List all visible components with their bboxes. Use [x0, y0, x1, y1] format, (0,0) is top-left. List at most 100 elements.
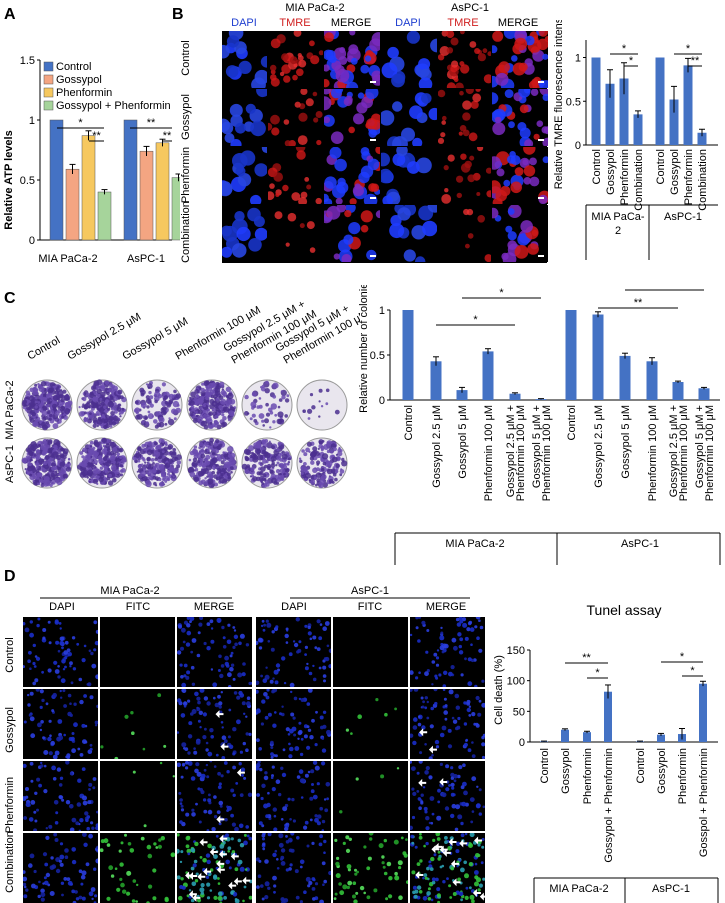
atp-sig-3-star: ** — [147, 117, 156, 129]
tunel-micrograph — [410, 761, 485, 831]
colonies-bar — [619, 355, 631, 400]
tmre-bar — [591, 57, 601, 145]
atp-ytick-label: 0.5 — [20, 175, 35, 187]
tmre-sig-2-star: * — [629, 55, 634, 67]
colonies-bar — [482, 351, 494, 400]
colony-dish — [76, 379, 128, 431]
tunel-sig-3-star: * — [680, 651, 685, 663]
colonies-group-aspc: AsPC-1 — [621, 538, 659, 550]
tmre-xtick-label: Control — [655, 149, 667, 184]
tmre-micrograph — [222, 31, 267, 88]
d-fitc-2: FITC — [357, 601, 383, 613]
colonies-bar — [646, 361, 658, 400]
tmre-micrograph — [492, 89, 548, 146]
tmre-micrograph — [268, 147, 323, 204]
tmre-micrograph — [438, 31, 491, 88]
colonies-bar — [456, 390, 468, 400]
tunel-xtick-label: Control — [539, 748, 551, 783]
tmre-micrograph — [324, 205, 380, 262]
colony-dish — [76, 437, 128, 489]
tmre-bar — [697, 132, 707, 145]
atp-legend-swatch — [43, 87, 54, 98]
tmre-micrograph — [222, 147, 267, 204]
b-cell-mia: MIA PaCa-2 — [285, 2, 345, 14]
colony-dish — [131, 437, 183, 489]
colonies-xtick-label: Gossypol 2.5 μM + — [668, 405, 680, 497]
colonies-xtick-label: Phenformin 100 μM — [678, 405, 690, 501]
tunel-micrograph — [177, 689, 252, 759]
tmre-micrograph — [438, 89, 491, 146]
panel-label-a: A — [4, 6, 16, 23]
colonies-bar — [565, 310, 577, 400]
tunel-xtick-label: Gossypol — [560, 748, 572, 794]
tmre-sig-1-star: * — [622, 43, 627, 55]
tunel-bar — [540, 741, 548, 742]
tmre-ytick-label: 0 — [575, 140, 581, 152]
tunel-bar — [561, 729, 569, 742]
colony-dish — [21, 379, 73, 431]
chart-atp: 00.511.5******* Relative ATP levels Cont… — [3, 55, 180, 265]
tmre-micrograph — [381, 31, 437, 88]
tmre-ytick-label: 0.5 — [566, 96, 581, 108]
tmre-micrograph — [492, 31, 548, 88]
tunel-title: Tunel assay — [587, 602, 662, 618]
d-cell-mia: MIA PaCa-2 — [100, 585, 160, 597]
colonies-xtick-label: Phenformin 100 μM — [647, 405, 659, 501]
tmre-sig-3-star: * — [686, 43, 691, 55]
atp-legend-label: Gossypol + Phenformin — [56, 100, 171, 112]
panel-label-b: B — [172, 6, 184, 23]
tunel-micrograph — [177, 833, 252, 903]
tunel-xtick-label: Phenformin — [582, 748, 594, 804]
tmre-micrograph — [492, 147, 548, 204]
d-merge-1: MERGE — [193, 601, 235, 613]
tunel-micrograph — [23, 833, 98, 903]
tmre-micrograph — [324, 147, 380, 204]
tmre-group-mia-a: MIA PaCa- — [591, 211, 645, 223]
colony-dish — [296, 437, 348, 489]
tunel-micrograph — [410, 617, 485, 687]
tunel-bar — [604, 691, 612, 742]
b-tmre-1: TMRE — [279, 17, 311, 29]
tmre-xtick-label: Combination — [633, 149, 645, 211]
tmre-micrograph — [381, 205, 437, 262]
c-row-aspc: AsPC-1 — [4, 445, 16, 483]
colonies-sig-4-star: ** — [660, 285, 669, 291]
c-colony-dishes — [20, 378, 350, 498]
atp-bar — [49, 119, 64, 241]
tmre-micrograph — [381, 89, 437, 146]
panel-label-c: C — [4, 290, 16, 307]
colony-dish — [21, 437, 73, 489]
atp-category-mia: MIA PaCa-2 — [38, 253, 97, 265]
atp-legend-label: Gossypol — [56, 74, 102, 86]
tunel-sig-2-star: * — [595, 667, 600, 679]
colonies-xtick-label: Phenformin 100 μM — [483, 405, 495, 501]
tmre-bar — [683, 65, 693, 145]
colonies-sig-1-star: * — [473, 314, 478, 326]
colonies-xtick-label: Phenformin 100 μM — [704, 405, 716, 501]
tmre-ylabel: Relative TMRE fluorescence intensity — [553, 20, 565, 189]
atp-legend-swatch — [43, 61, 54, 72]
tunel-xtick-label: Control — [635, 748, 647, 783]
tmre-micrograph — [222, 89, 267, 146]
tunel-micrograph — [100, 617, 175, 687]
d-row-combination: Combination — [4, 831, 16, 893]
tunel-xtick-label: Gossypol — [656, 748, 668, 794]
chart-tunel: Tunel assay Cell death (%) 0 50 100 150 Cont… — [493, 602, 719, 903]
tmre-micrograph — [492, 205, 548, 262]
tunel-micrograph — [100, 833, 175, 903]
colonies-xtick-label: Gossypol 5 μM — [457, 405, 469, 479]
tmre-xtick-label: Gossypol — [669, 149, 681, 195]
colony-dish — [296, 379, 348, 431]
colony-dish — [131, 379, 183, 431]
colonies-ytick-label: 0 — [379, 395, 385, 407]
d-merge-2: MERGE — [425, 601, 467, 613]
tmre-ytick-label: 1 — [575, 53, 581, 65]
tunel-micrograph — [256, 761, 331, 831]
tunel-micrograph — [23, 761, 98, 831]
tmre-micrograph — [438, 205, 491, 262]
tunel-micrograph — [177, 761, 252, 831]
colonies-xtick-label: Phenformin 100 μM — [515, 405, 527, 501]
colonies-xtick-label: Gossypol 5 μM — [620, 405, 632, 479]
d-row-phenformin: Phenformin — [4, 776, 16, 834]
b-dapi-1: DAPI — [231, 17, 257, 29]
